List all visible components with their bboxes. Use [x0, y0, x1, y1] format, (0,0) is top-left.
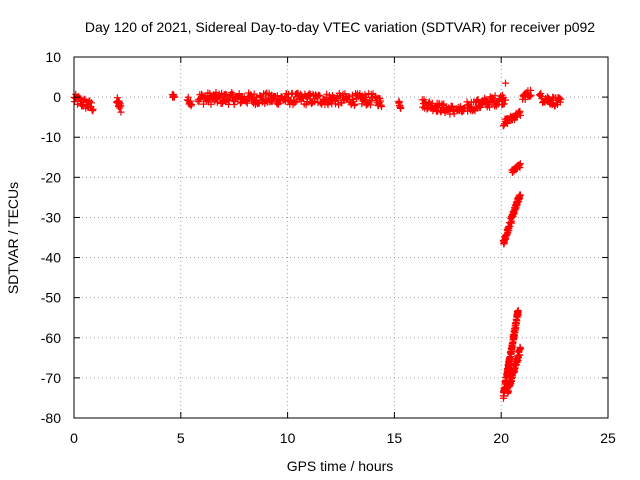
y-tick-label-3: -20 — [41, 169, 61, 185]
y-tick-label-6: -50 — [41, 290, 61, 306]
y-tick-label-8: -70 — [41, 370, 61, 386]
y-tick-label-5: -40 — [41, 250, 61, 266]
y-tick-label-4: -30 — [41, 209, 61, 225]
x-tick-label-3: 15 — [387, 430, 403, 446]
y-tick-label-2: -10 — [41, 129, 61, 145]
x-tick-label-5: 25 — [600, 430, 616, 446]
y-tick-label-0: 10 — [45, 49, 61, 65]
x-tick-label-4: 20 — [493, 430, 509, 446]
x-axis-label: GPS time / hours — [287, 458, 394, 474]
y-tick-label-9: -80 — [41, 410, 61, 426]
plot-frame — [73, 56, 609, 419]
x-tick-label-0: 0 — [70, 430, 78, 446]
axis-ticks: 0 5 10 15 20 25 10 0 -10 -20 -30 -40 -50 -60 -70 -80 — [41, 49, 616, 446]
grid — [74, 57, 608, 418]
chart-title: Day 120 of 2021, Sidereal Day-to-day VTE… — [85, 19, 595, 35]
x-tick-label-2: 10 — [280, 430, 296, 446]
x-tick-label-1: 5 — [177, 430, 185, 446]
y-axis-label: SDTVAR / TECUs — [5, 182, 21, 294]
y-tick-label-1: 0 — [53, 89, 61, 105]
y-tick-label-7: -60 — [41, 330, 61, 346]
